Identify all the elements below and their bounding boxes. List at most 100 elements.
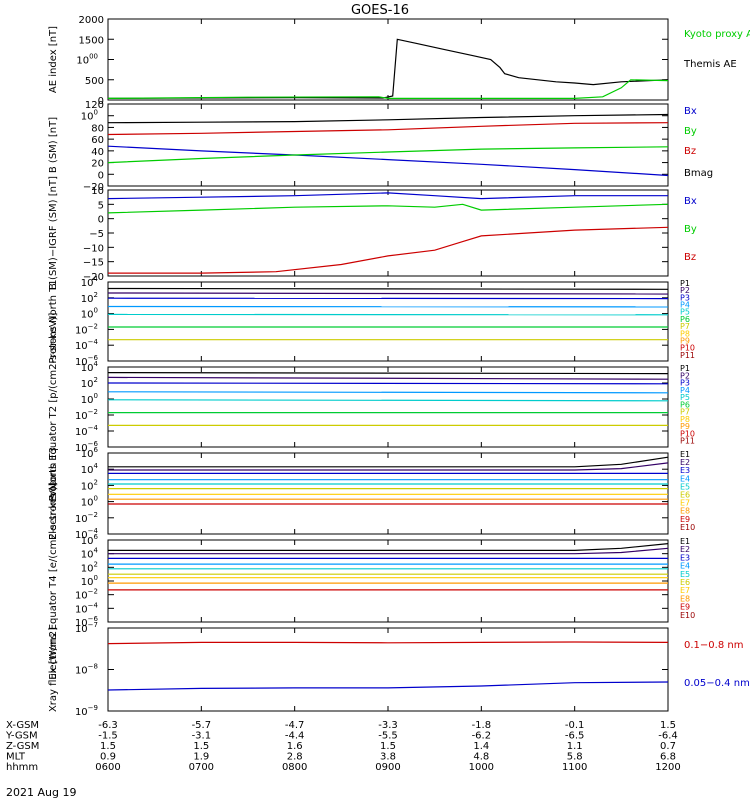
orbit-row-label: X-GSM — [6, 720, 39, 731]
y-tick-label: 40 — [91, 147, 104, 158]
series-line-0-1-0-8-nm — [107, 641, 669, 645]
orbit-cell: 1200 — [655, 762, 680, 773]
legend-entry: P7 — [680, 322, 690, 331]
y-tick-label: 0 — [98, 215, 104, 226]
legend-entry: P2 — [680, 286, 690, 295]
y-tick-label: −20 — [83, 182, 104, 193]
series-line-bx — [107, 145, 669, 177]
y-tick-label: 106 — [81, 446, 99, 460]
y-tick-label: 10−2 — [75, 588, 98, 602]
orbit-cell: 0.9 — [100, 752, 116, 763]
orbit-cell: 1.5 — [193, 741, 209, 752]
panel-frame — [107, 452, 669, 535]
y-tick-label: 10−4 — [75, 601, 99, 615]
orbit-cell: -6.4 — [658, 731, 678, 742]
y-tick-label: 10−6 — [75, 440, 99, 454]
legend-entry: E6 — [680, 491, 690, 500]
orbit-cell: -6.2 — [472, 731, 492, 742]
y-tick-label: 5 — [98, 200, 104, 211]
legend-entry: Bz — [684, 146, 696, 157]
series-line-by — [107, 203, 669, 214]
legend-entry: E10 — [680, 523, 695, 532]
legend-entry: P4 — [680, 386, 690, 395]
legend-entry: P2 — [680, 371, 690, 380]
y-tick-label: 10 — [91, 186, 104, 197]
orbit-cell: 1.5 — [660, 720, 676, 731]
series-line-p1 — [107, 287, 669, 290]
y-tick-label: 120 — [85, 100, 104, 111]
orbit-cell: 1.5 — [380, 741, 396, 752]
series-line-by — [107, 146, 669, 164]
y-axis-label: AE index [nT] — [48, 26, 59, 93]
orbit-cell: 0600 — [95, 762, 120, 773]
y-tick-label: 80 — [91, 123, 104, 134]
series-line-bx — [107, 192, 668, 200]
y-tick-label: 102 — [81, 478, 98, 492]
legend-entry: E5 — [680, 482, 690, 491]
y-tick-label: 10−2 — [75, 408, 98, 422]
series-line-bz — [108, 226, 669, 274]
y-axis-label: Electrons Equator T4 [e/(cm2-s-sr-keV)] — [48, 482, 59, 679]
y-tick-label: 2000 — [79, 15, 104, 26]
y-tick-label: 100 — [81, 495, 98, 509]
legend-entry: Kyoto proxy AE — [684, 29, 750, 40]
series-line-e1 — [108, 543, 669, 552]
series-line-kyoto-proxy-ae — [107, 79, 669, 100]
legend-entry: E3 — [680, 553, 690, 562]
orbit-cell: -5.7 — [192, 720, 212, 731]
series-line-p2 — [107, 376, 669, 380]
legend-entry: By — [684, 126, 697, 137]
orbit-row-label: hhmm — [6, 762, 38, 773]
legend-entry: E1 — [680, 450, 690, 459]
orbit-cell: -3.3 — [378, 720, 398, 731]
y-tick-label: −10 — [83, 243, 104, 254]
orbit-cell: -4.7 — [285, 720, 305, 731]
legend-entry: 0.1−0.8 nm — [684, 640, 743, 651]
y-tick-label: 102 — [81, 376, 98, 390]
y-tick-label: 10−2 — [75, 511, 98, 525]
orbit-cell: -1.5 — [98, 731, 118, 742]
legend-entry: P4 — [680, 301, 690, 310]
y-tick-label: −20 — [83, 272, 104, 283]
y-tick-label: 100 — [81, 392, 98, 406]
y-tick-label: 102 — [81, 560, 98, 574]
orbit-cell: 5.8 — [567, 752, 583, 763]
orbit-cell: -6.3 — [98, 720, 118, 731]
panel-8: 10−9 10−8 10−7 Xray flux [W/m2] 0.1−0.8 nm 0.… — [48, 621, 750, 718]
orbit-cell: 4.8 — [473, 752, 489, 763]
y-tick-label: 100 — [81, 574, 98, 588]
series-line-p1 — [107, 372, 669, 375]
legend-entry: Bx — [684, 196, 697, 207]
legend-entry: P1 — [680, 364, 690, 373]
panel-frame — [107, 18, 669, 101]
legend-entry: By — [684, 224, 697, 235]
series-line-p4 — [107, 391, 669, 394]
orbit-row-label: MLT — [6, 752, 26, 763]
orbit-cell: 3.8 — [380, 752, 396, 763]
orbit-cell: 1000 — [469, 762, 494, 773]
orbit-cell: 0700 — [189, 762, 214, 773]
legend-entry: P3 — [680, 293, 690, 302]
y-tick-label: 10−7 — [75, 621, 98, 635]
legend-entry: P7 — [680, 408, 690, 417]
y-tick-label: 100 — [81, 307, 98, 321]
orbit-cell: 1.9 — [193, 752, 209, 763]
legend-entry: E10 — [680, 611, 695, 620]
orbit-cell: -3.1 — [192, 731, 212, 742]
y-axis-label: Electrons North T3 — [48, 447, 59, 540]
legend-entry: P6 — [680, 400, 690, 409]
legend-entry: P10 — [680, 429, 695, 438]
y-tick-label: 20 — [91, 159, 104, 170]
y-tick-label: −5 — [89, 229, 104, 240]
legend-entry: E4 — [680, 562, 690, 571]
legend-entry: E7 — [680, 499, 690, 508]
y-tick-label: 1500 — [79, 35, 104, 46]
y-tick-label: 10−4 — [75, 527, 99, 541]
legend-entry: E4 — [680, 474, 690, 483]
panel-3: −20 −15 −10 −5 0 5 10 B (SM)−IGRF (SM) [nT] Bx By… — [48, 176, 697, 290]
legend-entry: P8 — [680, 415, 690, 424]
panel-6: 10−4 10−2 100 102 104 106 Electrons North T3 E1… — [48, 446, 695, 541]
series-line-p3 — [107, 382, 669, 385]
panel-frame — [107, 539, 669, 623]
